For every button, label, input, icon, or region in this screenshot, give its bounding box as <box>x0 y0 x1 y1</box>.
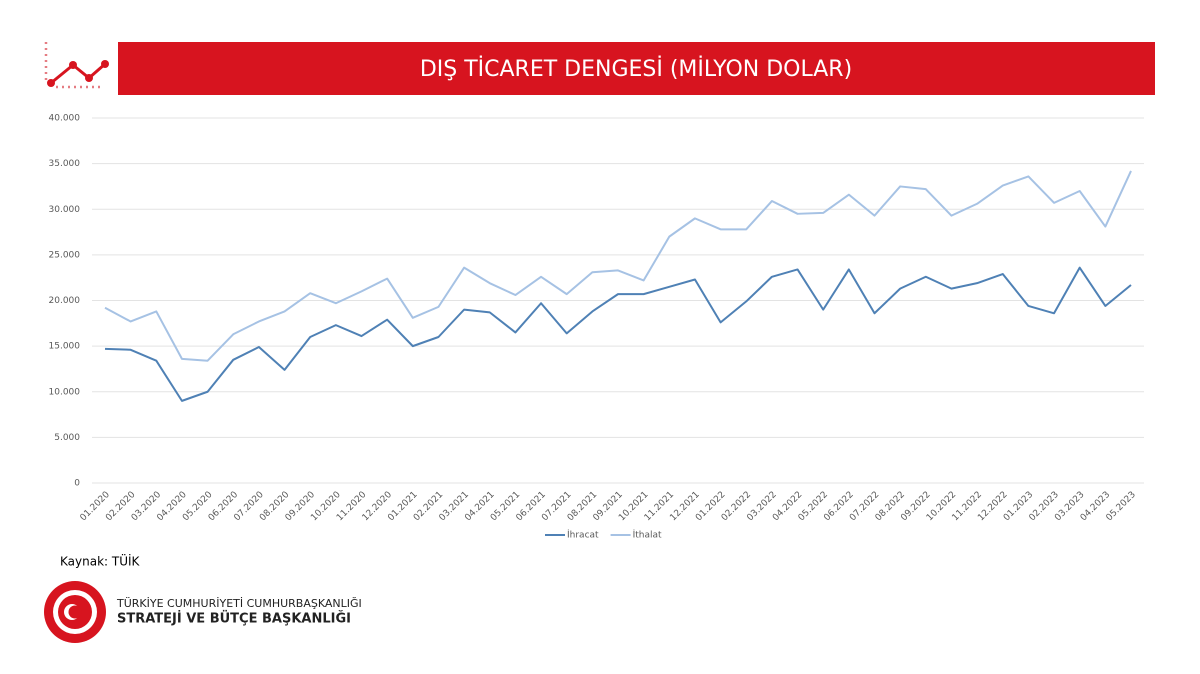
legend-label: İhracat <box>567 530 599 541</box>
header-icon <box>44 42 109 89</box>
y-tick-label: 20.000 <box>49 296 81 306</box>
y-tick-label: 25.000 <box>49 250 81 260</box>
y-tick-label: 30.000 <box>49 205 81 215</box>
series-line <box>104 266 1132 402</box>
title-bar <box>118 42 1155 95</box>
legend-label: İthalat <box>633 530 662 541</box>
y-tick-label: 35.000 <box>49 159 81 169</box>
footer-line2: STRATEJİ VE BÜTÇE BAŞKANLIĞI <box>117 611 351 627</box>
y-tick-label: 0 <box>74 479 80 489</box>
series-line <box>104 170 1132 362</box>
footer-line1: TÜRKİYE CUMHURİYETİ CUMHURBAŞKANLIĞI <box>116 597 362 610</box>
plot: 0 5.000 10.000 15.000 20.000 25.000 30.000 35.0… <box>49 114 1144 541</box>
y-tick-label: 40.000 <box>49 114 81 124</box>
y-tick-label: 15.000 <box>49 342 81 352</box>
y-tick-label: 10.000 <box>49 387 81 397</box>
logo <box>44 581 106 643</box>
y-tick-label: 5.000 <box>54 433 80 443</box>
source: Kaynak: TÜİK <box>60 553 141 569</box>
chart-title: DIŞ TİCARET DENGESİ (MİLYON DOLAR) <box>420 56 852 82</box>
